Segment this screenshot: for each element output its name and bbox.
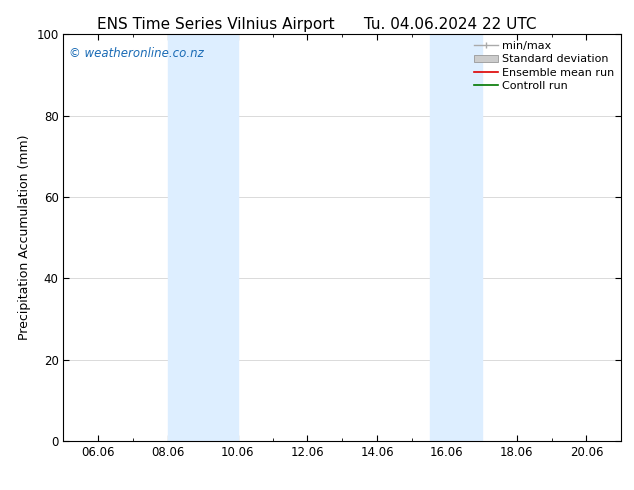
Legend: min/max, Standard deviation, Ensemble mean run, Controll run: min/max, Standard deviation, Ensemble me…	[469, 37, 619, 96]
Y-axis label: Precipitation Accumulation (mm): Precipitation Accumulation (mm)	[18, 135, 30, 341]
Text: © weatheronline.co.nz: © weatheronline.co.nz	[69, 47, 204, 59]
Bar	[430, 34, 482, 441]
Text: ENS Time Series Vilnius Airport      Tu. 04.06.2024 22 UTC: ENS Time Series Vilnius Airport Tu. 04.0…	[97, 17, 537, 32]
Bar	[168, 34, 238, 441]
